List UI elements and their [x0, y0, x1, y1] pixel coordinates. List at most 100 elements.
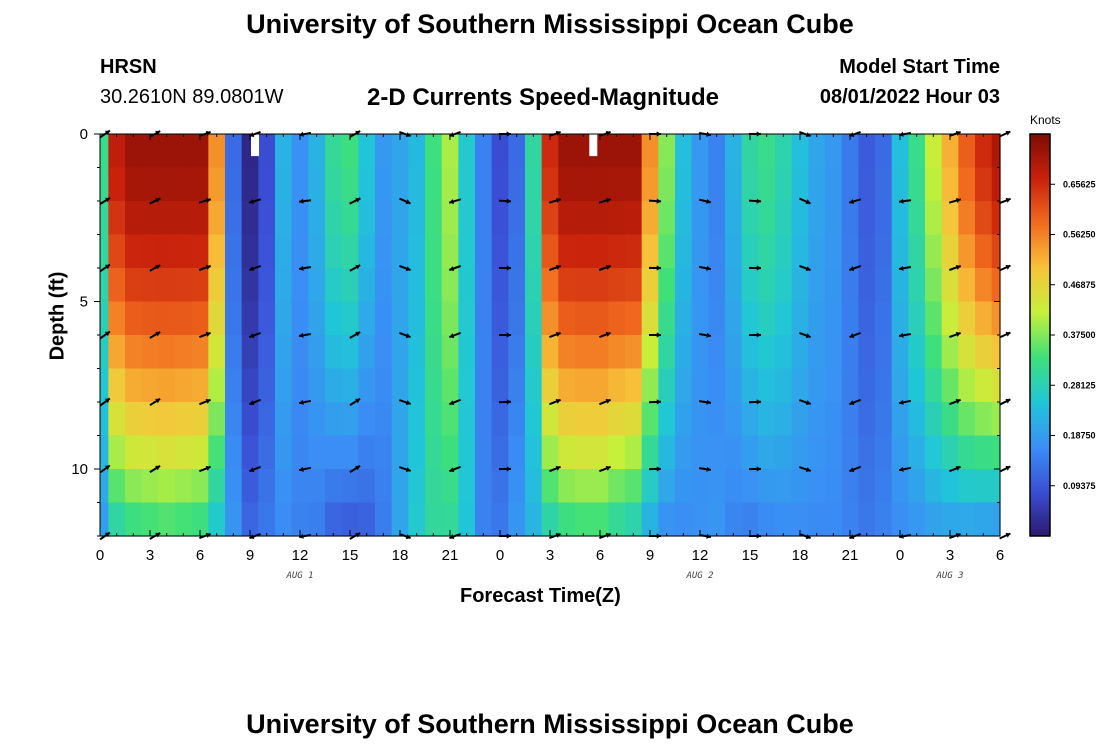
heatmap-cell — [791, 167, 809, 202]
heatmap-cell — [858, 368, 876, 403]
heatmap-cell — [425, 402, 443, 437]
heatmap-cell — [925, 234, 943, 269]
heatmap-cell — [808, 335, 826, 370]
current-arrow-head — [656, 198, 661, 204]
heatmap-cell — [591, 201, 609, 236]
heatmap-cell — [191, 234, 209, 269]
heatmap-cell — [991, 368, 1001, 403]
current-arrow-head — [405, 199, 411, 205]
heatmap-cell — [941, 335, 959, 370]
heatmap-cell — [825, 435, 843, 470]
heatmap-cell — [725, 134, 743, 169]
heatmap-cell — [100, 502, 109, 537]
heatmap-cell — [925, 268, 943, 303]
heatmap-cell — [391, 435, 409, 470]
heatmap-cell — [275, 234, 293, 269]
heatmap-cell — [291, 435, 309, 470]
heatmap-cell — [291, 234, 309, 269]
current-arrow-head — [955, 331, 961, 337]
heatmap-cell — [358, 435, 376, 470]
current-arrow-head — [955, 130, 961, 136]
heatmap-cell — [825, 134, 843, 169]
heatmap-cell — [125, 435, 143, 470]
heatmap-cell — [408, 234, 426, 269]
heatmap-cell — [341, 402, 359, 437]
heatmap-cell — [225, 134, 243, 169]
heatmap-cell — [375, 134, 393, 169]
heatmap-cell — [408, 402, 426, 437]
heatmap-cell — [408, 201, 426, 236]
current-arrow-head — [706, 265, 711, 271]
date-labels: AUG 1 AUG 2 AUG 3 — [285, 571, 963, 581]
heatmap-cell — [808, 234, 826, 269]
x-tick-label: 6 — [596, 547, 604, 564]
heatmap-cell — [808, 402, 826, 437]
heatmap-cell — [458, 167, 476, 202]
heatmap-cell — [391, 502, 409, 537]
heatmap-cell — [525, 201, 543, 236]
heatmap-cell — [525, 167, 543, 202]
heatmap-cell — [558, 502, 576, 537]
heatmap-cell — [508, 134, 526, 169]
heatmap-cell — [925, 201, 943, 236]
heatmap-cell — [741, 201, 759, 236]
heatmap-cell — [641, 201, 659, 236]
heatmap-cell — [258, 502, 276, 537]
heatmap-cell — [525, 368, 543, 403]
heatmap-cell — [908, 234, 926, 269]
heatmap-cell — [558, 134, 576, 169]
heatmap-cell — [725, 402, 743, 437]
heatmap-cell — [991, 469, 1001, 504]
heatmap-cell — [925, 134, 943, 169]
heatmap-cell — [358, 402, 376, 437]
heatmap-cell — [575, 402, 593, 437]
heatmap-cell — [958, 234, 976, 269]
current-arrow-head — [155, 264, 161, 270]
heatmap-cell — [908, 502, 926, 537]
heatmap-cell — [891, 234, 909, 269]
heatmap-cell — [325, 268, 343, 303]
heatmap-cell — [341, 167, 359, 202]
heatmap-cell — [108, 335, 126, 370]
heatmap-cell — [775, 469, 793, 504]
heatmap-cell — [141, 402, 159, 437]
heatmap-cell — [975, 335, 993, 370]
heatmap-cell — [575, 368, 593, 403]
heatmap-cell — [908, 268, 926, 303]
heatmap-cell — [991, 435, 1001, 470]
current-arrow-head — [355, 264, 361, 270]
heatmap-cell — [758, 502, 776, 537]
current-arrow-head — [605, 465, 611, 471]
current-arrow-head — [155, 331, 161, 337]
heatmap-cell — [158, 201, 176, 236]
heatmap-cell — [875, 402, 893, 437]
heatmap-cell — [308, 435, 326, 470]
current-arrow-head — [155, 197, 161, 203]
heatmap-cell — [658, 167, 676, 202]
heatmap-cell — [275, 301, 293, 336]
date-label: AUG 2 — [685, 571, 713, 581]
heatmap-cell — [975, 502, 993, 537]
heatmap-cell — [591, 402, 609, 437]
heatmap-cell — [125, 234, 143, 269]
heatmap-cell — [591, 469, 609, 504]
heatmap-cell — [375, 435, 393, 470]
heatmap-cell — [691, 167, 709, 202]
current-arrow-head — [405, 266, 411, 272]
heatmap-cell — [641, 268, 659, 303]
heatmap-cell — [458, 201, 476, 236]
current-arrow-head — [605, 265, 611, 270]
heatmap-cell — [658, 502, 676, 537]
heatmap-cell — [841, 167, 859, 202]
heatmap-cell — [741, 435, 759, 470]
heatmap-cell — [425, 502, 443, 537]
current-arrow-head — [506, 466, 511, 472]
heatmap-cell — [191, 167, 209, 202]
current-arrow-head — [249, 199, 255, 204]
heatmap-cell — [375, 201, 393, 236]
heatmap-cell — [808, 167, 826, 202]
heatmap-cell — [875, 167, 893, 202]
heatmap-cell — [875, 469, 893, 504]
heatmap-cell — [825, 201, 843, 236]
heatmap-cell — [791, 134, 809, 169]
